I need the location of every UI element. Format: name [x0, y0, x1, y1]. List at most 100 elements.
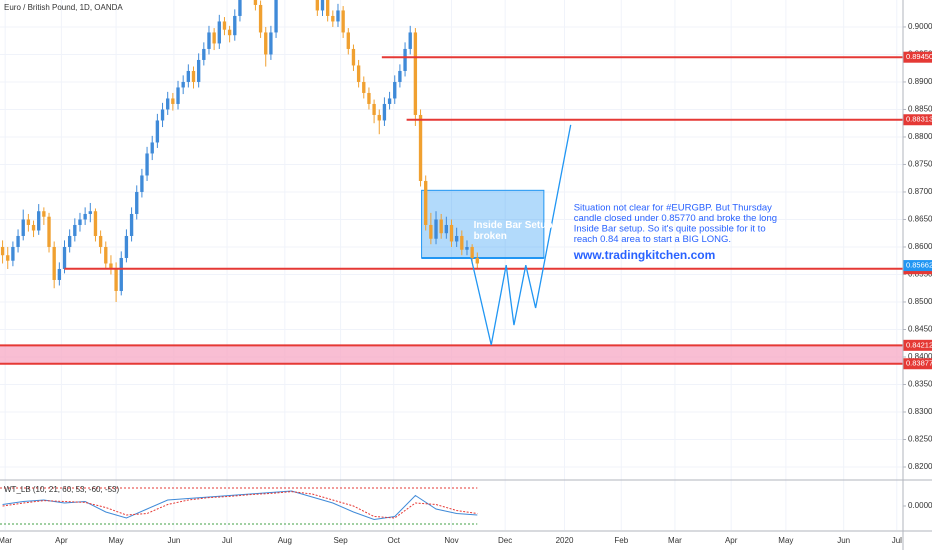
candle-body: [356, 65, 361, 82]
candle-body: [387, 98, 392, 104]
x-tick-label: Aug: [278, 536, 292, 545]
candle-body: [413, 32, 418, 115]
x-tick-label: Jul: [222, 536, 232, 545]
candle-body: [119, 257, 123, 291]
candle-body: [171, 98, 175, 104]
candle-body: [336, 10, 340, 22]
indicator-pane: [0, 487, 478, 525]
candle-body: [16, 235, 20, 247]
x-tick-label: Dec: [498, 536, 512, 545]
candle-body: [129, 213, 134, 236]
candle-body: [439, 219, 443, 234]
candle-body: [460, 235, 464, 250]
candle-body: [465, 246, 469, 250]
candle-body: [351, 48, 356, 66]
candle-body: [212, 32, 216, 44]
candle-body: [73, 224, 77, 236]
projection-path: [470, 124, 572, 346]
candle-body: [253, 0, 258, 5]
x-tick-label: Sep: [333, 536, 348, 545]
candle-body: [150, 142, 154, 154]
x-tick-label: Apr: [725, 536, 738, 545]
candle-body: [52, 246, 56, 280]
candle-body: [78, 219, 82, 225]
candle-body: [429, 224, 433, 239]
level-price-tag: [903, 339, 932, 351]
candle-body: [444, 224, 449, 234]
note-link: www.tradingkitchen.com: [573, 248, 716, 262]
candle-body: [227, 29, 232, 36]
level-price-tag: [903, 114, 932, 126]
level-price-label: 0.89450: [906, 52, 932, 61]
x-tick-label: 2020: [556, 536, 574, 545]
candle-body: [140, 175, 144, 192]
candle-body: [320, 0, 325, 11]
candle-body: [449, 224, 454, 242]
indicator-y-tick-label: 0.0000: [908, 501, 932, 510]
y-tick-label: 0.90000: [908, 22, 932, 31]
candle-body: [83, 213, 87, 220]
level-price-label: 0.84212: [906, 340, 932, 349]
note-line: Situation not clear for #EURGBP. But Thu…: [574, 203, 772, 214]
candle-body: [31, 224, 36, 231]
candle-body: [424, 180, 428, 225]
candle-body: [346, 32, 350, 49]
candle-body: [258, 4, 263, 33]
candle-body: [62, 246, 67, 269]
candle-body: [325, 0, 330, 16]
candle-body: [21, 219, 25, 236]
candle-body: [176, 87, 180, 104]
candle-body: [98, 235, 103, 247]
x-tick-label: Mar: [668, 536, 682, 545]
candle-body: [403, 48, 407, 71]
candle-body: [222, 21, 227, 30]
candle-body: [393, 81, 397, 99]
candle-body: [26, 219, 31, 225]
x-tick-label: Jun: [837, 536, 850, 545]
current-price-tag: [903, 260, 932, 272]
candle-body: [67, 235, 72, 247]
candle-body: [470, 246, 474, 258]
grid: [0, 0, 903, 530]
candle-body: [269, 32, 273, 55]
x-tick-label: May: [109, 536, 124, 545]
current-price-label: 0.85662: [906, 261, 932, 270]
candle-body: [155, 120, 160, 143]
candle-body: [93, 211, 98, 236]
box-text: Inside Bar Setup: [474, 220, 553, 231]
candle-body: [135, 191, 139, 214]
candle-body: [160, 109, 165, 121]
candle-body: [11, 246, 15, 261]
x-tick-label: Mar: [0, 536, 12, 545]
chart-title: Euro / British Pound, 1D, OANDA: [4, 3, 123, 12]
candle-body: [217, 21, 221, 44]
candle-body: [454, 235, 459, 242]
candle-body: [109, 263, 113, 269]
candle-body: [114, 268, 118, 291]
candle-body: [145, 153, 149, 176]
box-text: broken: [474, 231, 507, 242]
candle-body: [202, 48, 206, 60]
candle-body: [398, 70, 402, 82]
candle-body: [408, 32, 412, 49]
candle-body: [0, 246, 5, 256]
level-price-tag: [903, 51, 932, 63]
note-line: reach 0.84 area to start a BIG LONG.: [574, 234, 731, 245]
candle-body: [124, 235, 129, 258]
candle-body: [191, 70, 196, 82]
candle-body: [238, 0, 242, 16]
candle-body: [264, 32, 268, 55]
zone-band: [0, 345, 903, 364]
